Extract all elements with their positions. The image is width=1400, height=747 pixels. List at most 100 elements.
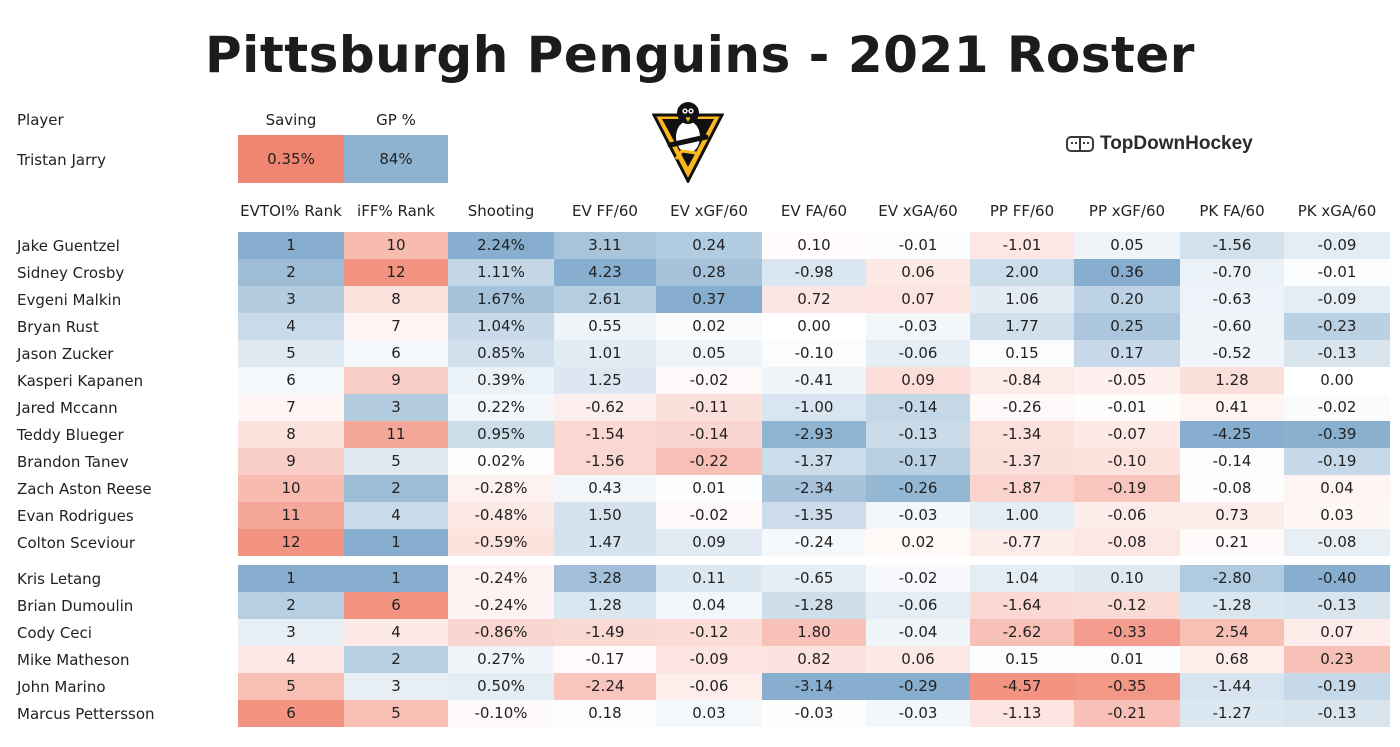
cell-ev-xgf-per-60: -0.02 <box>656 367 762 394</box>
rink-icon <box>1066 136 1094 152</box>
cell-pk-xga-per-60: -0.13 <box>1284 700 1390 727</box>
cell-ev-ff-per-60: 1.28 <box>554 592 656 619</box>
cell-ev-xga-per-60: -0.03 <box>866 700 970 727</box>
cell-ev-xgf-per-60: 0.03 <box>656 700 762 727</box>
penguins-logo <box>652 102 724 183</box>
cell-pp-ff-per-60: -0.77 <box>970 529 1074 556</box>
cell-ev-ff-per-60: -1.56 <box>554 448 656 475</box>
cell-ev-ff-per-60: -1.49 <box>554 619 656 646</box>
cell-iffpct-rank: 11 <box>344 421 448 448</box>
cell-iffpct-rank: 3 <box>344 394 448 421</box>
cell-ev-ff-per-60: 0.18 <box>554 700 656 727</box>
cell-ev-fa-per-60: -0.65 <box>762 565 866 592</box>
cell-pk-fa-per-60: -1.44 <box>1180 673 1284 700</box>
cell-ev-ff-per-60: 1.01 <box>554 340 656 367</box>
cell-evtoipct-rank: 9 <box>238 448 344 475</box>
cell-evtoipct-rank: 10 <box>238 475 344 502</box>
cell-ev-fa-per-60: 0.10 <box>762 232 866 259</box>
cell-ev-ff-per-60: -1.54 <box>554 421 656 448</box>
col-header-ev-xgf-per-60: EV xGF/60 <box>670 202 748 220</box>
cell-pk-fa-per-60: 0.68 <box>1180 646 1284 673</box>
cell-ev-fa-per-60: -1.00 <box>762 394 866 421</box>
cell-ev-ff-per-60: 0.55 <box>554 313 656 340</box>
cell-pp-xgf-per-60: -0.01 <box>1074 394 1180 421</box>
cell-ev-fa-per-60: -0.10 <box>762 340 866 367</box>
cell-evtoipct-rank: 1 <box>238 232 344 259</box>
cell-ev-xga-per-60: -0.17 <box>866 448 970 475</box>
cell-pp-ff-per-60: -4.57 <box>970 673 1074 700</box>
cell-shooting: 0.27% <box>448 646 554 673</box>
cell-shooting: 0.95% <box>448 421 554 448</box>
cell-evtoipct-rank: 2 <box>238 259 344 286</box>
cell-iffpct-rank: 9 <box>344 367 448 394</box>
cell-shooting: 2.24% <box>448 232 554 259</box>
player-name: Jake Guentzel <box>17 237 120 255</box>
cell-pp-ff-per-60: -1.64 <box>970 592 1074 619</box>
cell-shooting: 0.50% <box>448 673 554 700</box>
cell-pp-ff-per-60: -2.62 <box>970 619 1074 646</box>
player-name: Mike Matheson <box>17 651 130 669</box>
cell-ev-xga-per-60: -0.01 <box>866 232 970 259</box>
cell-pk-xga-per-60: -0.39 <box>1284 421 1390 448</box>
cell-pp-ff-per-60: 1.00 <box>970 502 1074 529</box>
cell-ev-fa-per-60: 1.80 <box>762 619 866 646</box>
cell-ev-xgf-per-60: 0.01 <box>656 475 762 502</box>
cell-ev-xgf-per-60: -0.06 <box>656 673 762 700</box>
player-name: John Marino <box>17 678 106 696</box>
cell-ev-xgf-per-60: -0.02 <box>656 502 762 529</box>
cell-pk-xga-per-60: -0.13 <box>1284 340 1390 367</box>
cell-ev-fa-per-60: -1.37 <box>762 448 866 475</box>
cell-ev-fa-per-60: -3.14 <box>762 673 866 700</box>
cell-pk-fa-per-60: -0.14 <box>1180 448 1284 475</box>
cell-iffpct-rank: 1 <box>344 529 448 556</box>
player-name: Brian Dumoulin <box>17 597 134 615</box>
cell-ev-fa-per-60: -1.35 <box>762 502 866 529</box>
col-header-pk-fa-per-60: PK FA/60 <box>1199 202 1265 220</box>
brand: TopDownHockey <box>1066 132 1253 156</box>
cell-ev-xgf-per-60: -0.14 <box>656 421 762 448</box>
cell-evtoipct-rank: 5 <box>238 340 344 367</box>
cell-ev-ff-per-60: 4.23 <box>554 259 656 286</box>
cell-ev-ff-per-60: 3.28 <box>554 565 656 592</box>
cell-pk-xga-per-60: -0.02 <box>1284 394 1390 421</box>
cell-ev-fa-per-60: -0.03 <box>762 700 866 727</box>
cell-ev-xgf-per-60: -0.22 <box>656 448 762 475</box>
cell-pk-xga-per-60: -0.19 <box>1284 448 1390 475</box>
cell-pk-xga-per-60: 0.03 <box>1284 502 1390 529</box>
player-name: Sidney Crosby <box>17 264 125 282</box>
col-header-shooting: Shooting <box>467 202 535 220</box>
cell-ev-xga-per-60: 0.06 <box>866 259 970 286</box>
player-name: Jared Mccann <box>17 399 118 417</box>
cell-pp-ff-per-60: 0.15 <box>970 340 1074 367</box>
cell-iffpct-rank: 1 <box>344 565 448 592</box>
cell-pp-xgf-per-60: -0.35 <box>1074 673 1180 700</box>
cell-pk-fa-per-60: -0.70 <box>1180 259 1284 286</box>
cell-shooting: 1.04% <box>448 313 554 340</box>
cell-pk-fa-per-60: -0.60 <box>1180 313 1284 340</box>
player-name: Bryan Rust <box>17 318 99 336</box>
col-header-ev-ff-per-60: EV FF/60 <box>572 202 638 220</box>
cell-pk-xga-per-60: 0.07 <box>1284 619 1390 646</box>
cell-ev-xga-per-60: 0.09 <box>866 367 970 394</box>
cell-pp-xgf-per-60: -0.08 <box>1074 529 1180 556</box>
cell-pk-fa-per-60: 0.41 <box>1180 394 1284 421</box>
cell-pp-xgf-per-60: -0.05 <box>1074 367 1180 394</box>
cell-pk-fa-per-60: -1.28 <box>1180 592 1284 619</box>
cell-pk-fa-per-60: -1.56 <box>1180 232 1284 259</box>
cell-pp-xgf-per-60: -0.07 <box>1074 421 1180 448</box>
cell-ev-fa-per-60: 0.72 <box>762 286 866 313</box>
cell-pk-fa-per-60: -0.52 <box>1180 340 1284 367</box>
col-header-ev-fa-per-60: EV FA/60 <box>780 202 848 220</box>
cell-evtoipct-rank: 4 <box>238 646 344 673</box>
cell-iffpct-rank: 4 <box>344 502 448 529</box>
cell-evtoipct-rank: 12 <box>238 529 344 556</box>
cell-pk-xga-per-60: 0.23 <box>1284 646 1390 673</box>
cell-ev-xgf-per-60: 0.37 <box>656 286 762 313</box>
cell-ev-xga-per-60: -0.03 <box>866 313 970 340</box>
cell-pp-ff-per-60: -1.34 <box>970 421 1074 448</box>
player-name: Colton Sceviour <box>17 534 136 552</box>
cell-shooting: 0.02% <box>448 448 554 475</box>
goalie-saving-header: Saving <box>265 111 317 129</box>
cell-evtoipct-rank: 11 <box>238 502 344 529</box>
